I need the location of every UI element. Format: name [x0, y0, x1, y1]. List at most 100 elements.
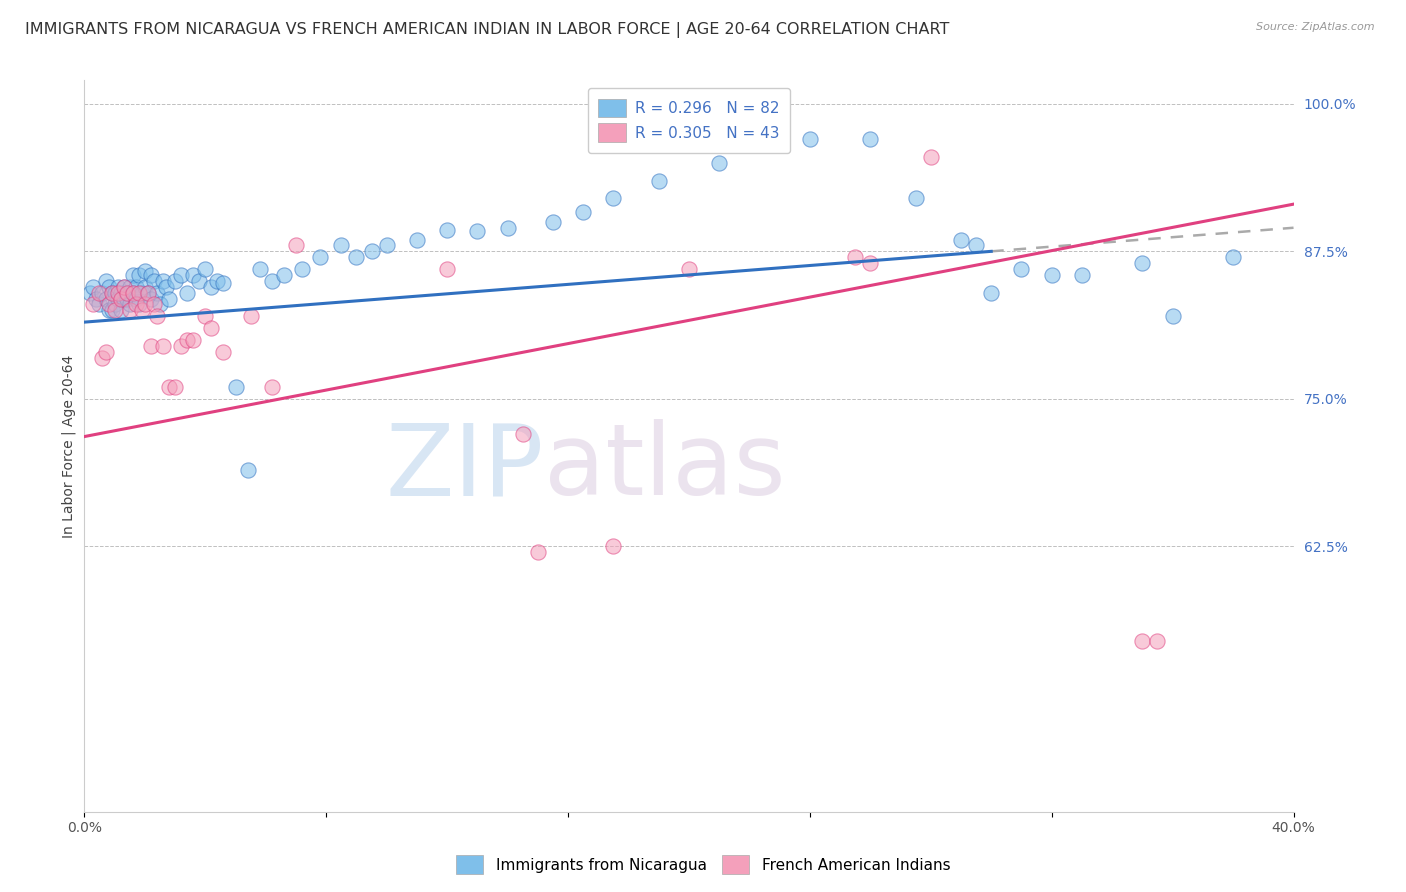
Point [1161, 310, 1184, 324]
Point [107, 279, 129, 293]
Point [709, 156, 731, 170]
Point [107, 292, 129, 306]
Point [79, 285, 101, 300]
Point [260, 380, 283, 394]
Point [165, 380, 187, 394]
Point [82, 279, 104, 293]
Point [131, 285, 153, 300]
Point [859, 256, 882, 270]
Point [89, 297, 111, 311]
Point [104, 303, 127, 318]
Point [134, 297, 156, 311]
Point [136, 285, 159, 300]
Point [155, 279, 177, 293]
Point [94, 344, 117, 359]
Point [104, 285, 127, 300]
Point [97, 297, 120, 311]
Point [1040, 268, 1063, 282]
Y-axis label: In Labor Force | Age 20-64: In Labor Force | Age 20-64 [62, 354, 76, 538]
Text: atlas: atlas [544, 419, 786, 516]
Point [330, 238, 353, 252]
Point [980, 285, 1002, 300]
Point [97, 279, 120, 293]
Point [188, 274, 211, 288]
Point [170, 339, 193, 353]
Point [94, 274, 117, 288]
Point [118, 279, 141, 293]
Point [527, 545, 550, 559]
Point [1130, 256, 1153, 270]
Point [110, 292, 132, 306]
Point [91, 285, 114, 300]
Point [1222, 250, 1244, 264]
Point [131, 303, 153, 318]
Point [82, 297, 104, 311]
Point [260, 274, 283, 288]
Point [436, 262, 458, 277]
Point [152, 274, 174, 288]
Point [436, 223, 458, 237]
Point [346, 250, 368, 264]
Point [112, 279, 135, 293]
Point [291, 262, 314, 277]
Point [360, 244, 382, 259]
Point [128, 268, 150, 282]
Point [181, 333, 204, 347]
Point [125, 292, 148, 306]
Point [112, 279, 135, 293]
Point [467, 224, 489, 238]
Point [134, 264, 156, 278]
Text: IMMIGRANTS FROM NICARAGUA VS FRENCH AMERICAN INDIAN IN LABOR FORCE | AGE 20-64 C: IMMIGRANTS FROM NICARAGUA VS FRENCH AMER… [25, 22, 949, 38]
Point [142, 274, 165, 288]
Point [149, 297, 172, 311]
Point [139, 292, 162, 306]
Point [309, 250, 332, 264]
Point [110, 285, 132, 300]
Point [212, 344, 235, 359]
Point [249, 262, 271, 277]
Point [118, 303, 141, 318]
Point [225, 380, 247, 394]
Point [375, 238, 398, 252]
Point [920, 150, 942, 164]
Point [165, 274, 187, 288]
Point [406, 233, 429, 247]
Point [91, 351, 114, 365]
Point [157, 380, 180, 394]
Point [146, 285, 169, 300]
Point [157, 292, 180, 306]
Point [602, 539, 624, 553]
Point [142, 297, 165, 311]
Point [100, 285, 122, 300]
Point [89, 285, 111, 300]
Point [799, 132, 821, 146]
Point [112, 292, 135, 306]
Point [1071, 268, 1094, 282]
Point [194, 262, 217, 277]
Point [170, 268, 193, 282]
Point [678, 262, 700, 277]
Point [859, 132, 882, 146]
Point [86, 292, 108, 306]
Point [115, 285, 138, 300]
Point [139, 268, 162, 282]
Point [128, 285, 150, 300]
Point [125, 297, 148, 311]
Point [121, 285, 143, 300]
Legend: R = 0.296   N = 82, R = 0.305   N = 43: R = 0.296 N = 82, R = 0.305 N = 43 [588, 88, 790, 153]
Point [118, 297, 141, 311]
Point [176, 333, 198, 347]
Point [648, 173, 671, 187]
Point [134, 279, 156, 293]
Point [512, 427, 534, 442]
Point [200, 279, 222, 293]
Point [207, 274, 229, 288]
Point [844, 250, 866, 264]
Point [121, 285, 143, 300]
Point [239, 310, 262, 324]
Point [176, 285, 198, 300]
Point [1011, 262, 1033, 277]
Point [152, 339, 174, 353]
Point [139, 339, 162, 353]
Point [200, 321, 222, 335]
